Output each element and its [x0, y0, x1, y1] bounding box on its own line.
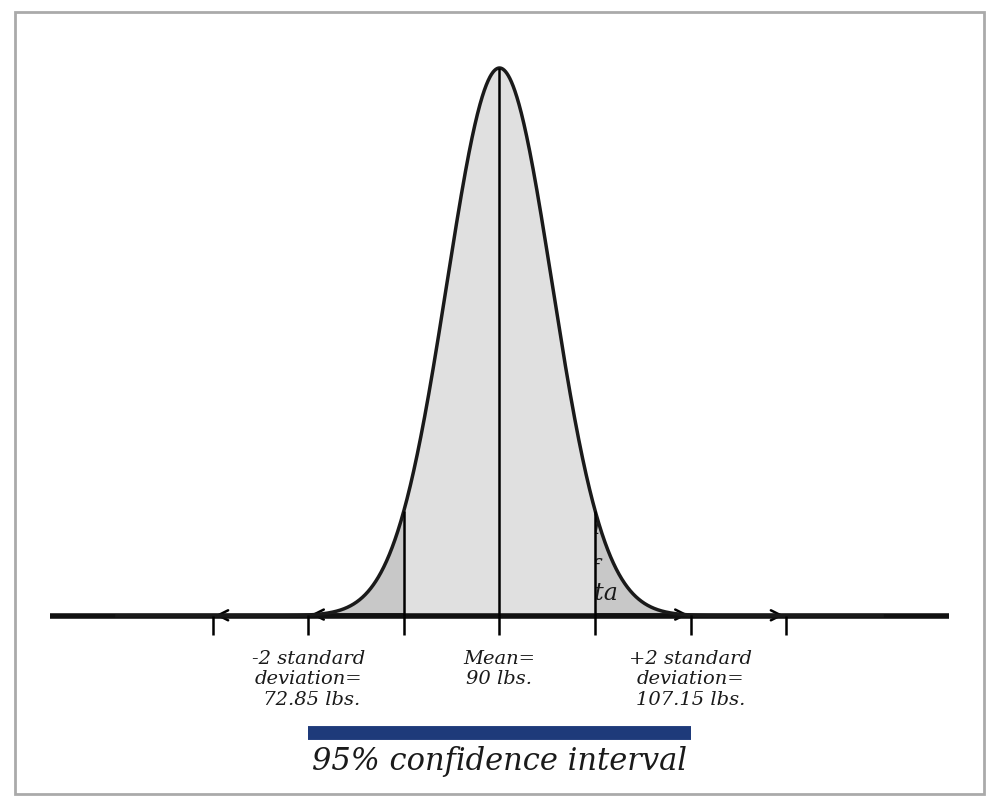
Text: 95% confidence interval: 95% confidence interval: [312, 746, 687, 777]
Text: -2 standard
deviation=
 72.85 lbs.: -2 standard deviation= 72.85 lbs.: [252, 650, 365, 709]
Text: +2 standard
deviation=
107.15 lbs.: +2 standard deviation= 107.15 lbs.: [629, 650, 752, 709]
Text: Mean=
90 lbs.: Mean= 90 lbs.: [464, 650, 535, 688]
Text: 99.7 % of
  data: 99.7 % of data: [487, 558, 599, 608]
Text: 95 % of data: 95 % of data: [468, 583, 618, 605]
Text: 68% of data: 68% of data: [457, 517, 599, 539]
